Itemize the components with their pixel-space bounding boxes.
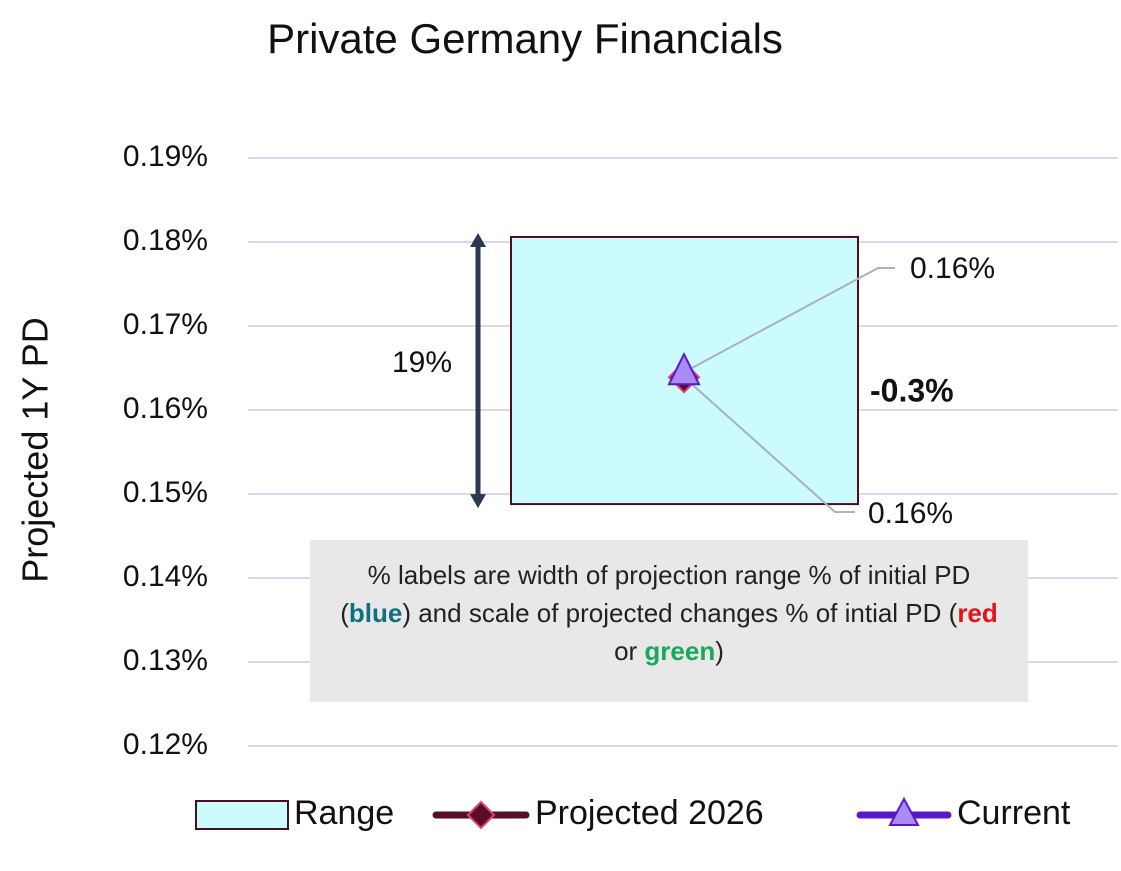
y-tick-label: 0.18% <box>123 224 208 257</box>
note-text: green <box>644 636 716 666</box>
legend-label: Range <box>294 794 394 832</box>
arrow-head <box>470 232 486 247</box>
y-tick-label: 0.13% <box>123 644 208 677</box>
y-tick-label: 0.17% <box>123 308 208 341</box>
legend-label: Current <box>957 794 1071 832</box>
note-text: ) and scale of projected changes % of in… <box>402 598 958 628</box>
range-width-label: 19% <box>392 346 452 379</box>
legend-swatch <box>195 800 289 830</box>
leader-line <box>683 376 855 513</box>
legend-label: Projected 2026 <box>535 794 764 832</box>
y-tick-label: 0.15% <box>123 476 208 509</box>
y-tick-label: 0.16% <box>123 392 208 425</box>
leader-line <box>683 267 895 374</box>
note-text: % labels are width of projection range %… <box>340 560 971 628</box>
note-box: % labels are width of projection range %… <box>310 540 1028 702</box>
y-axis-label: Projected 1Y PD <box>15 317 56 582</box>
legend-marker <box>888 796 920 826</box>
value-label: 0.16% <box>910 252 995 285</box>
note-text: red <box>957 598 998 628</box>
legend-marker <box>466 800 496 830</box>
value-label: 0.16% <box>868 497 953 530</box>
note-text: blue <box>348 598 403 628</box>
y-tick-label: 0.14% <box>123 560 208 593</box>
current-marker <box>667 351 701 386</box>
note-text: ) <box>715 636 724 666</box>
change-label: -0.3% <box>870 372 954 408</box>
note-text: or <box>614 636 645 666</box>
y-tick-label: 0.12% <box>123 728 208 761</box>
arrow-head <box>470 494 486 509</box>
chart-title: Private Germany Financials <box>267 15 783 62</box>
y-tick-label: 0.19% <box>123 140 208 173</box>
